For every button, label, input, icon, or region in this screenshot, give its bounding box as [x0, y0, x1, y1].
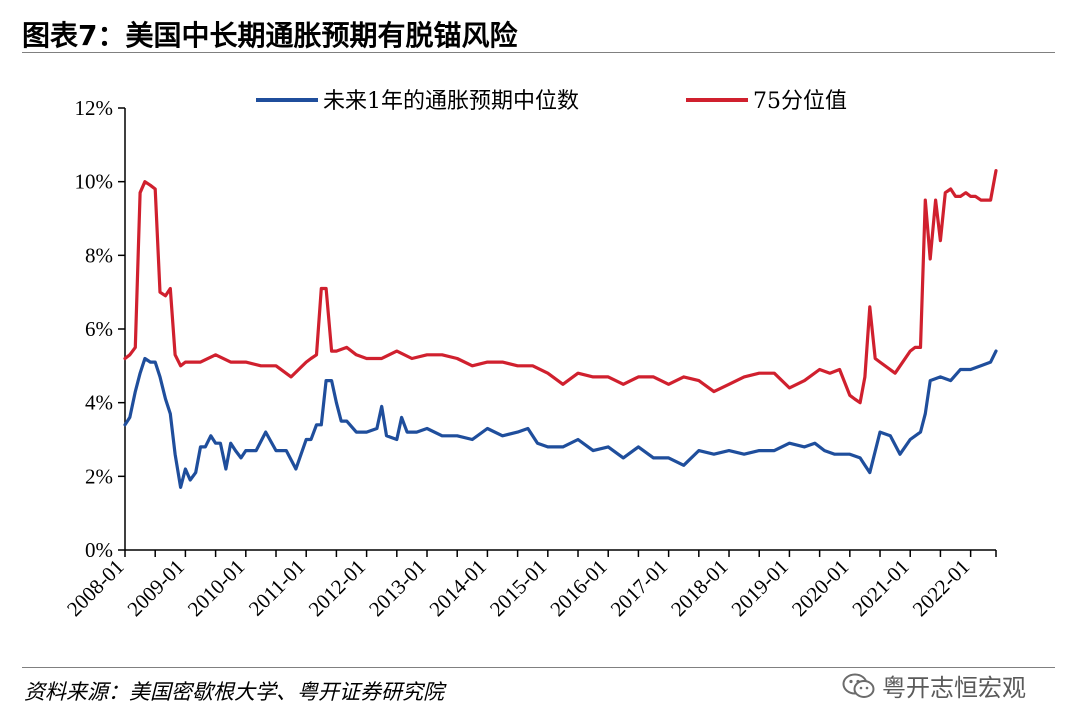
x-tick-label: 2011-01: [244, 555, 310, 621]
y-tick-label: 10%: [75, 170, 114, 194]
source-note: 资料来源：美国密歇根大学、粤开证券研究院: [24, 680, 444, 704]
x-tick-label: 2018-01: [666, 555, 732, 621]
figure-title: 图表7：美国中长期通胀预期有脱锚风险: [22, 19, 518, 52]
x-tick-label: 2012-01: [304, 555, 370, 621]
series-layer: [123, 169, 998, 489]
line-chart: 未来1年的通胀预期中位数 75分位值 0% 2% 4% 6% 8% 10% 12% 2008…: [62, 89, 998, 621]
source-divider: [22, 667, 1055, 668]
wechat-icon: [842, 673, 875, 698]
x-tick-label: 2016-01: [545, 555, 611, 621]
x-axis: 2008-012009-012010-012011-012012-012013-…: [62, 549, 997, 621]
x-tick-label: 2020-01: [787, 555, 853, 621]
legend-label-p75: 75分位值: [753, 89, 847, 114]
y-tick-label: 0%: [85, 538, 113, 562]
x-tick-label: 2022-01: [908, 555, 974, 621]
watermark-text: 粤开志恒宏观: [882, 674, 1026, 702]
x-tick-label: 2019-01: [726, 555, 792, 621]
x-tick-label: 2010-01: [183, 555, 249, 621]
series-line-median: [123, 349, 998, 489]
y-tick-label: 6%: [85, 317, 113, 341]
title-divider: [22, 52, 1055, 53]
x-tick-label: 2013-01: [364, 555, 430, 621]
x-tick-label: 2017-01: [606, 555, 672, 621]
x-tick-label: 2021-01: [847, 555, 913, 621]
y-tick-label: 12%: [75, 96, 114, 120]
x-tick-label: 2009-01: [122, 555, 188, 621]
legend-label-median: 未来1年的通胀预期中位数: [323, 89, 579, 114]
y-axis: 0% 2% 4% 6% 8% 10% 12%: [75, 96, 126, 562]
y-tick-label: 8%: [85, 243, 113, 267]
x-tick-label: 2008-01: [62, 555, 128, 621]
y-tick-label: 4%: [85, 391, 113, 415]
series-line-p75: [123, 169, 998, 405]
y-tick-label: 2%: [85, 464, 113, 488]
legend: 未来1年的通胀预期中位数 75分位值: [256, 89, 847, 114]
watermark: 粤开志恒宏观: [842, 668, 1026, 703]
x-tick-label: 2015-01: [485, 555, 551, 621]
x-tick-label: 2014-01: [424, 555, 490, 621]
